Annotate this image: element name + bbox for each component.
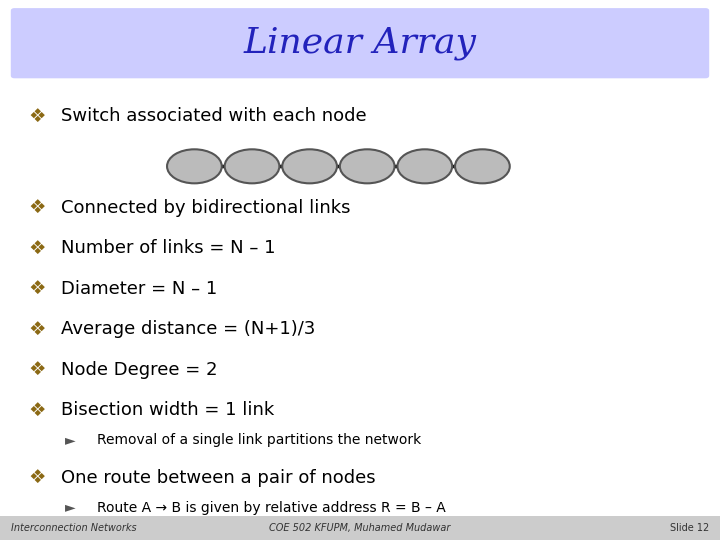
Text: Interconnection Networks: Interconnection Networks [11, 523, 136, 533]
Text: ❖: ❖ [29, 360, 46, 380]
Text: ►: ► [65, 433, 76, 447]
Text: ❖: ❖ [29, 198, 46, 218]
Ellipse shape [225, 149, 279, 184]
Text: ❖: ❖ [29, 279, 46, 299]
Text: ❖: ❖ [29, 106, 46, 126]
Ellipse shape [455, 149, 510, 184]
Text: Average distance = (N+1)/3: Average distance = (N+1)/3 [61, 320, 315, 339]
Text: Linear Array: Linear Array [243, 26, 477, 60]
Text: Switch associated with each node: Switch associated with each node [61, 107, 366, 125]
Ellipse shape [167, 149, 222, 184]
Text: Slide 12: Slide 12 [670, 523, 709, 533]
Text: One route between a pair of nodes: One route between a pair of nodes [61, 469, 376, 487]
Text: ►: ► [65, 501, 76, 515]
Bar [0, 516, 720, 540]
Text: ❖: ❖ [29, 401, 46, 420]
Text: Route A → B is given by relative address R = B – A: Route A → B is given by relative address… [97, 501, 446, 515]
Text: Number of links = N – 1: Number of links = N – 1 [61, 239, 276, 258]
Ellipse shape [397, 149, 452, 184]
Ellipse shape [282, 149, 337, 184]
Text: Node Degree = 2: Node Degree = 2 [61, 361, 217, 379]
Text: ❖: ❖ [29, 468, 46, 488]
FancyBboxPatch shape [11, 8, 709, 78]
Ellipse shape [340, 149, 395, 184]
Text: Connected by bidirectional links: Connected by bidirectional links [61, 199, 351, 217]
Text: Removal of a single link partitions the network: Removal of a single link partitions the … [97, 433, 421, 447]
Text: Diameter = N – 1: Diameter = N – 1 [61, 280, 217, 298]
Text: ❖: ❖ [29, 320, 46, 339]
Text: Bisection width = 1 link: Bisection width = 1 link [61, 401, 274, 420]
Text: COE 502 KFUPM, Muhamed Mudawar: COE 502 KFUPM, Muhamed Mudawar [269, 523, 451, 533]
Text: ❖: ❖ [29, 239, 46, 258]
